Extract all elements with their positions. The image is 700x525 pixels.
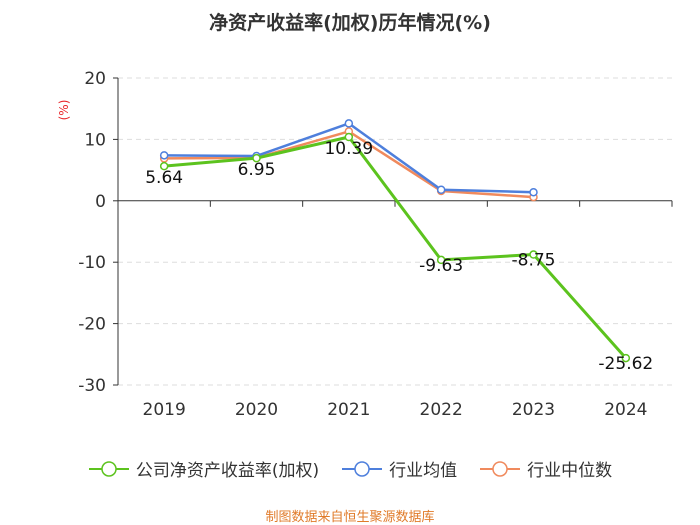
data-point — [529, 250, 538, 259]
legend-label: 行业中位数 — [527, 461, 613, 481]
source-note: 制图数据来自恒生聚源数据库 — [265, 510, 435, 525]
legend-swatch — [88, 460, 129, 477]
data-label: -8.75 — [512, 251, 556, 271]
data-point — [252, 153, 261, 163]
data-label: 5.64 — [145, 168, 183, 188]
legend-item: 行业均值 — [341, 456, 457, 481]
data-label: -9.63 — [419, 256, 463, 276]
axes: 20 10 0 -10 -20 -30 2019 2020 2021 2022 2023 2024 — [78, 69, 673, 420]
chart-title: 净资产收益率(加权)历年情况(%) — [209, 12, 491, 34]
data-point — [436, 185, 446, 194]
x-tick-label: 2024 — [604, 400, 647, 420]
data-point — [159, 151, 169, 160]
data-label: 6.95 — [238, 160, 276, 180]
series-lines — [159, 119, 631, 363]
x-tick-label: 2019 — [143, 400, 186, 420]
legend: 公司净资产收益率(加权) 行业均值 行业中位数 — [0, 456, 700, 481]
legend-item: 行业中位数 — [479, 456, 612, 481]
x-tick-label: 2022 — [420, 400, 463, 420]
data-point — [344, 119, 354, 128]
data-label: 10.39 — [324, 139, 373, 159]
data-labels: 5.64 6.95 10.39 -9.63 -8.75 -25.62 — [145, 139, 653, 374]
y-tick-label: -20 — [78, 315, 106, 335]
data-point — [529, 187, 538, 197]
data-point — [621, 353, 631, 363]
data-point — [344, 132, 354, 142]
legend-item: 公司净资产收益率(加权) — [88, 456, 319, 481]
y-tick-label: 10 — [84, 130, 106, 150]
grid-lines — [118, 77, 672, 386]
y-tick-label: -10 — [78, 253, 106, 273]
y-tick-label: -30 — [78, 376, 106, 396]
x-tick-label: 2020 — [235, 400, 278, 420]
y-tick-label: 20 — [84, 69, 106, 89]
y-axis-unit-label: (%) — [57, 100, 71, 121]
legend-label: 行业均值 — [389, 461, 458, 481]
data-point — [436, 255, 446, 265]
x-tick-label: 2021 — [327, 400, 370, 420]
series-line — [164, 135, 627, 360]
data-label: -25.62 — [598, 354, 653, 374]
legend-label: 公司净资产收益率(加权) — [135, 461, 320, 481]
legend-swatch — [342, 460, 383, 477]
y-tick-label: 0 — [95, 192, 106, 212]
x-tick-label: 2023 — [512, 400, 555, 420]
data-point — [159, 161, 169, 171]
legend-swatch — [480, 460, 521, 477]
